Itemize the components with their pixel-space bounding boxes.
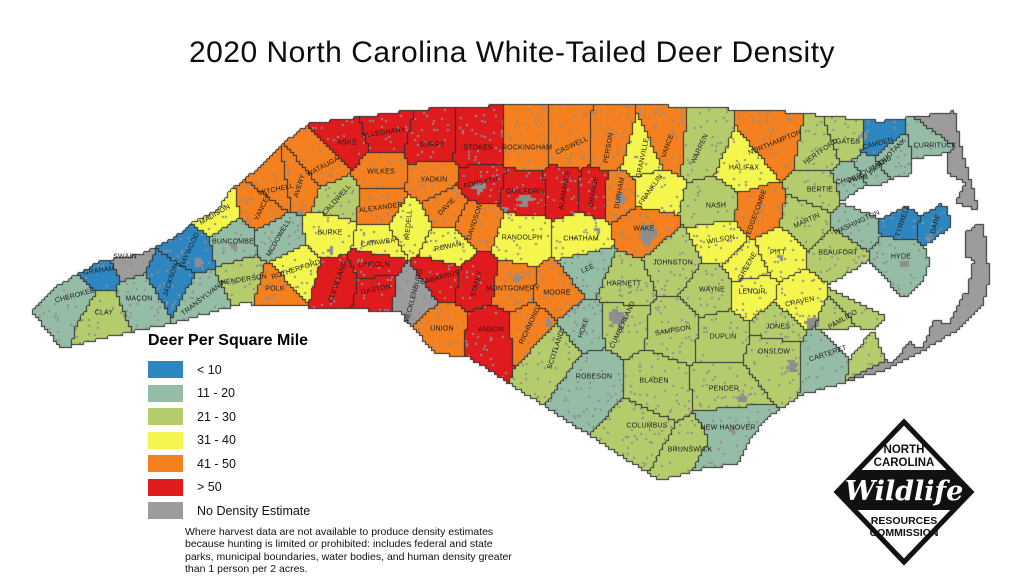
logo-text-north: NORTH bbox=[884, 444, 925, 456]
legend-swatch bbox=[148, 384, 183, 402]
legend-item: 41 - 50 bbox=[148, 452, 517, 476]
logo-text-commission: COMMISSION bbox=[870, 527, 939, 539]
legend-label: 21 - 30 bbox=[197, 409, 236, 424]
legend-swatch bbox=[148, 455, 183, 473]
legend-title: Deer Per Square Mile bbox=[148, 332, 309, 349]
legend-swatch bbox=[148, 431, 183, 449]
legend-item: 21 - 30 bbox=[148, 405, 517, 429]
legend-swatch bbox=[148, 502, 183, 520]
nc-wildlife-logo: NORTH CAROLINA Wildlife RESOURCES COMMIS… bbox=[833, 418, 975, 566]
legend-label: < 10 bbox=[197, 362, 222, 377]
legend: Deer Per Square Mile < 10 11 - 20 21 - 30 3… bbox=[148, 332, 517, 576]
legend-label: No Density Estimate bbox=[197, 503, 311, 518]
legend-label: 31 - 40 bbox=[197, 433, 236, 448]
legend-items: < 10 11 - 20 21 - 30 31 - 40 41 - 50 > 50 No D… bbox=[148, 358, 517, 523]
legend-label: > 50 bbox=[197, 480, 222, 495]
legend-item: 31 - 40 bbox=[148, 429, 517, 453]
legend-label: 11 - 20 bbox=[197, 386, 235, 401]
legend-swatch bbox=[148, 408, 183, 426]
logo-text-resources: RESOURCES bbox=[871, 515, 938, 527]
logo-band bbox=[837, 470, 971, 510]
legend-item: < 10 bbox=[148, 358, 517, 382]
logo-text-carolina: CAROLINA bbox=[874, 457, 935, 469]
legend-item: No Density Estimate bbox=[148, 499, 517, 523]
legend-swatch bbox=[148, 478, 183, 496]
legend-swatch bbox=[148, 361, 183, 379]
legend-item: > 50 bbox=[148, 476, 517, 500]
logo-script-wildlife: Wildlife bbox=[845, 476, 964, 507]
legend-label: 41 - 50 bbox=[197, 456, 236, 471]
legend-footnote: Where harvest data are not available to … bbox=[185, 525, 512, 576]
legend-item: 11 - 20 bbox=[148, 382, 517, 406]
